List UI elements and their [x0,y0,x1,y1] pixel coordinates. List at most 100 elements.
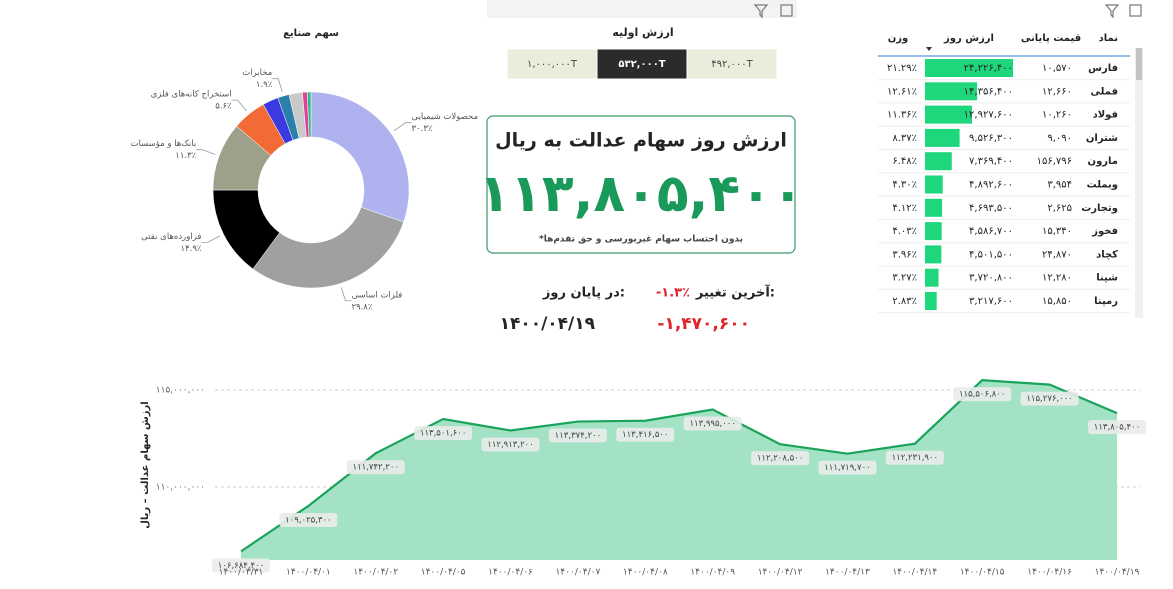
x-tick-label: ۱۴۰۰/۰۴/۰۸ [623,568,668,578]
pie-label: استخراج کانه‌های فلزی [151,90,232,100]
x-tick-label: ۱۴۰۰/۰۴/۱۳ [825,568,870,578]
slicer-option-label[interactable]: ۵۳۲,۰۰۰T [618,59,665,70]
label-box [683,416,742,431]
label-box [818,460,877,475]
filter-icon[interactable] [753,4,769,19]
cell: ۱۲,۲۸۰ [1042,273,1072,284]
kpi-card [486,115,796,254]
cell: ۱۲,۶۶۰ [1042,86,1072,97]
pie-slice [307,91,312,138]
cell: مارون [1088,156,1118,167]
label-box [346,460,405,475]
cell: ۳,۹۵۴ [1047,180,1072,191]
scroll-thumb[interactable] [1136,48,1142,80]
slicer-option-label[interactable]: ۴۹۲,۰۰۰T [711,59,753,70]
data-label: ۱۰۹,۰۲۵,۳۰۰ [285,515,332,525]
label-box [279,512,338,527]
label-box [481,437,540,452]
cell: ۲۱.۲۹٪ [887,63,917,74]
cell: ۴,۵۸۶,۷۰۰ [969,226,1013,237]
data-label: ۱۱۳,۸۰۵,۴۰۰ [1094,423,1141,433]
x-tick-label: ۱۴۰۰/۰۴/۰۶ [488,568,533,578]
leader-line [196,149,216,155]
cell: ۲,۶۲۵ [1047,203,1072,214]
pie-label: محصولات شیمیایی [411,112,478,122]
cell: ۱۲.۶۱٪ [887,86,917,97]
cell: ۲.۸۳٪ [892,296,917,307]
cell: کچاد [1096,249,1118,260]
cell: ۳.۲۷٪ [892,273,917,284]
cell: ۳,۷۲۰,۸۰۰ [969,273,1013,284]
label-box [616,427,675,442]
slicer-option[interactable] [506,48,598,80]
pie-label: مخابرات [242,68,272,78]
label-box [1088,420,1146,435]
cell: ۴,۵۰۱,۵۰۰ [969,249,1013,260]
cell: فخوز [1091,226,1118,237]
label-box [751,451,810,466]
cell: ۹,۰۹۰ [1047,133,1072,144]
cell: ۳.۹۶٪ [892,249,917,260]
leader-line [272,78,283,93]
cell: رمپنا [1094,296,1118,307]
pie-slice [310,91,410,223]
cell: ۱۵۶,۷۹۶ [1037,156,1072,167]
x-tick-label: ۱۴۰۰/۰۴/۱۲ [758,568,803,578]
kpi-note: *بدون احتساب سهام غیربورسی و حق تقدم‌ها [539,235,743,245]
slicer-option[interactable] [686,48,778,80]
area [241,380,1117,560]
x-tick-label: ۱۴۰۰/۰۴/۱۶ [1027,568,1072,578]
cell: ۸.۳۷٪ [892,133,917,144]
leader-line [393,122,412,132]
day-label: در پایان روز: [542,286,625,301]
y-tick-label: ۱۱۵,۰۰۰,۰۰۰ [156,385,205,395]
filter-icon[interactable] [1104,4,1120,19]
cell: ۱۰,۲۶۰ [1042,110,1072,121]
data-label: ۱۱۲,۲۰۸,۵۰۰ [757,454,804,464]
cell: شتران [1086,133,1118,144]
sort-indicator[interactable] [926,47,932,51]
change-amount: -۱,۴۷۰,۶۰۰ [657,314,750,334]
change-date: ۱۴۰۰/۰۴/۱۹ [500,314,596,334]
cell: ۹,۵۲۶,۳۰۰ [969,133,1013,144]
data-bar [925,82,978,101]
data-bar [925,105,972,124]
pie-value-label: ۲۹.۸٪ [351,302,372,312]
slicer-option[interactable] [596,48,688,80]
data-bar [925,268,939,287]
cell: ۴.۰۳٪ [892,226,917,237]
data-bar [925,292,937,310]
pie-value-label: ۱۱.۳٪ [175,151,196,161]
data-label: ۱۱۵,۵۰۶,۸۰۰ [959,390,1006,400]
cell: ۱۰,۵۷۰ [1042,63,1072,74]
label-box [953,387,1012,402]
cell: ۷,۳۶۹,۴۰۰ [969,156,1013,167]
cell: شپنا [1096,273,1118,284]
change-label: آخرین تغییر: [695,284,775,301]
x-tick-label: ۱۴۰۰/۰۴/۱۹ [1095,568,1140,578]
column-header[interactable]: ارزش روز [943,33,994,44]
data-bar [925,59,1013,77]
column-header[interactable]: قیمت پایانی [1021,33,1081,44]
cell: فولاد [1093,110,1118,121]
data-bar [925,175,943,194]
column-header[interactable]: وزن [888,33,909,44]
data-label: ۱۱۵,۲۷۶,۰۰۰ [1026,394,1073,404]
pie-value-label: ۵.۶٪ [215,102,232,112]
x-tick-label: ۱۴۰۰/۰۴/۰۲ [353,568,398,578]
slicer-option-label[interactable]: ۱,۰۰۰,۰۰۰T [527,59,578,70]
x-tick-label: ۱۴۰۰/۰۴/۰۷ [556,568,601,578]
change-percent: -۱.۳٪ [656,286,690,301]
scrollbar[interactable] [1135,48,1143,318]
cell: ۱۵,۳۴۰ [1042,226,1072,237]
label-box [885,450,944,465]
column-header[interactable]: نماد [1099,33,1118,44]
pie-label: فراورده‌های نفتی [141,232,201,242]
leader-line [201,235,221,243]
expand-icon[interactable] [780,4,793,17]
pie-title: سهم صنایع [283,28,339,39]
data-label: ۱۱۳,۴۱۶,۵۰۰ [622,430,669,440]
label-box [1020,391,1079,406]
expand-icon[interactable] [1129,4,1142,17]
